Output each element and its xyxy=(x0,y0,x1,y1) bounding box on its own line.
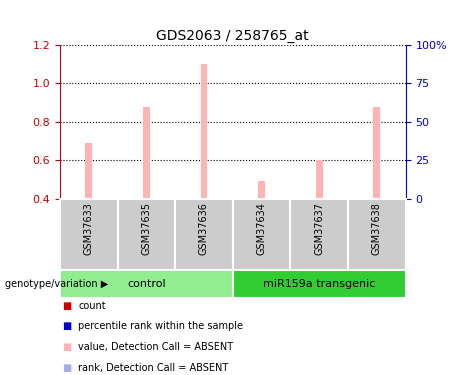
Text: genotype/variation ▶: genotype/variation ▶ xyxy=(5,279,108,289)
Bar xyxy=(373,106,380,199)
Text: GSM37638: GSM37638 xyxy=(372,202,382,255)
Bar xyxy=(60,270,233,298)
Text: control: control xyxy=(127,279,165,289)
Text: percentile rank within the sample: percentile rank within the sample xyxy=(78,321,243,331)
Text: GSM37635: GSM37635 xyxy=(142,202,151,255)
Bar xyxy=(317,198,321,199)
Bar xyxy=(201,64,207,199)
Text: value, Detection Call = ABSENT: value, Detection Call = ABSENT xyxy=(78,342,233,352)
Text: GSM37637: GSM37637 xyxy=(314,202,324,255)
Bar xyxy=(316,160,323,199)
Bar xyxy=(85,143,92,199)
Bar xyxy=(144,198,148,199)
Text: GSM37634: GSM37634 xyxy=(257,202,266,255)
Text: GSM37633: GSM37633 xyxy=(84,202,94,255)
Text: miR159a transgenic: miR159a transgenic xyxy=(263,279,375,289)
Bar xyxy=(348,199,406,270)
Text: GSM37636: GSM37636 xyxy=(199,202,209,255)
Title: GDS2063 / 258765_at: GDS2063 / 258765_at xyxy=(156,28,309,43)
Bar xyxy=(86,198,91,199)
Bar xyxy=(175,199,233,270)
Bar xyxy=(259,198,264,199)
Bar xyxy=(201,198,206,199)
Bar xyxy=(143,106,150,199)
Bar xyxy=(118,199,175,270)
Text: ■: ■ xyxy=(62,321,71,331)
Text: ■: ■ xyxy=(62,363,71,372)
Text: ■: ■ xyxy=(62,301,71,310)
Bar xyxy=(290,199,348,270)
Text: ■: ■ xyxy=(62,342,71,352)
Bar xyxy=(374,198,379,199)
Bar xyxy=(60,199,118,270)
Text: rank, Detection Call = ABSENT: rank, Detection Call = ABSENT xyxy=(78,363,229,372)
Bar xyxy=(258,182,265,199)
Text: count: count xyxy=(78,301,106,310)
Bar xyxy=(233,199,290,270)
Bar xyxy=(233,270,406,298)
